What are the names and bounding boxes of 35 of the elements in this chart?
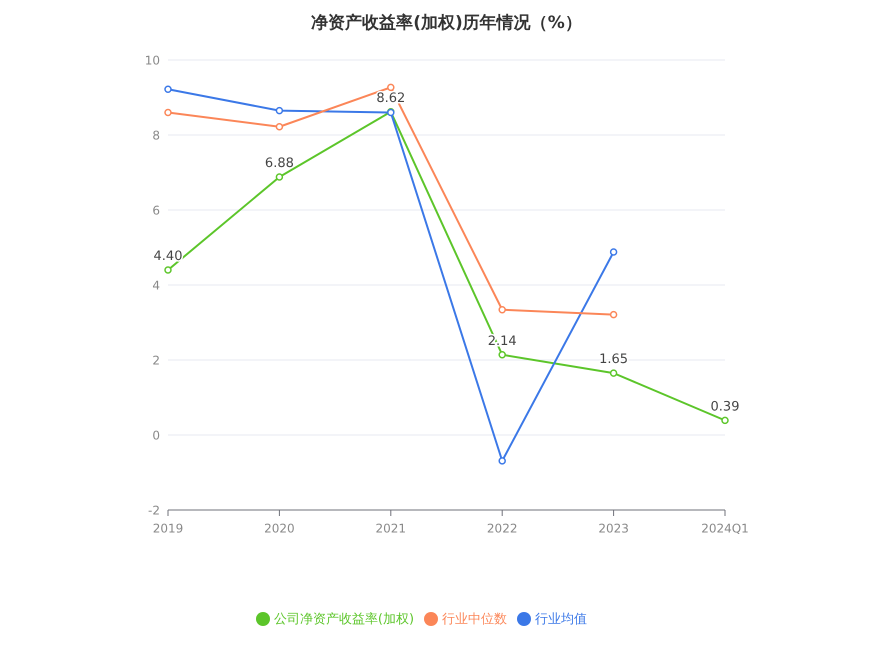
x-tick-label: 2019	[152, 522, 184, 536]
y-tick-label: 2	[152, 353, 160, 368]
point	[164, 86, 172, 93]
y-tick-label: 0	[152, 428, 160, 442]
data-label: 1.65	[599, 352, 628, 368]
point	[164, 108, 172, 116]
y-tick-label: 4	[152, 278, 160, 292]
x-tick-label: 2024Q1	[701, 522, 749, 536]
x-tick-label: 2022	[486, 522, 518, 536]
point	[610, 369, 618, 377]
y-tick-label: 6	[152, 203, 160, 218]
point	[498, 351, 506, 358]
chart-title: 净资产收益率(加权)历年情况（%）	[310, 12, 583, 35]
legend-label: 行业均值	[535, 612, 588, 627]
x-tick-label: 2023	[598, 522, 629, 536]
legend-label: 行业中位数	[442, 612, 508, 627]
point	[387, 84, 395, 92]
x-tick-label: 2021	[376, 522, 406, 536]
point	[498, 457, 506, 465]
point	[498, 306, 506, 314]
point	[276, 106, 284, 114]
point	[721, 416, 729, 424]
y-tick-label: 10	[144, 53, 160, 68]
y-tick-label: 8	[152, 128, 160, 142]
point	[610, 248, 618, 256]
point	[276, 123, 284, 130]
point	[610, 310, 618, 318]
data-label: 0.39	[710, 399, 740, 414]
y-tick-label: -2	[148, 503, 160, 518]
x-tick-label: 2020	[264, 522, 295, 536]
legend-label: 公司净资产收益率(加权)	[274, 612, 414, 627]
data-label: 4.40	[154, 249, 182, 264]
data-label: 6.88	[264, 156, 294, 171]
point	[164, 266, 172, 274]
point	[276, 173, 284, 181]
